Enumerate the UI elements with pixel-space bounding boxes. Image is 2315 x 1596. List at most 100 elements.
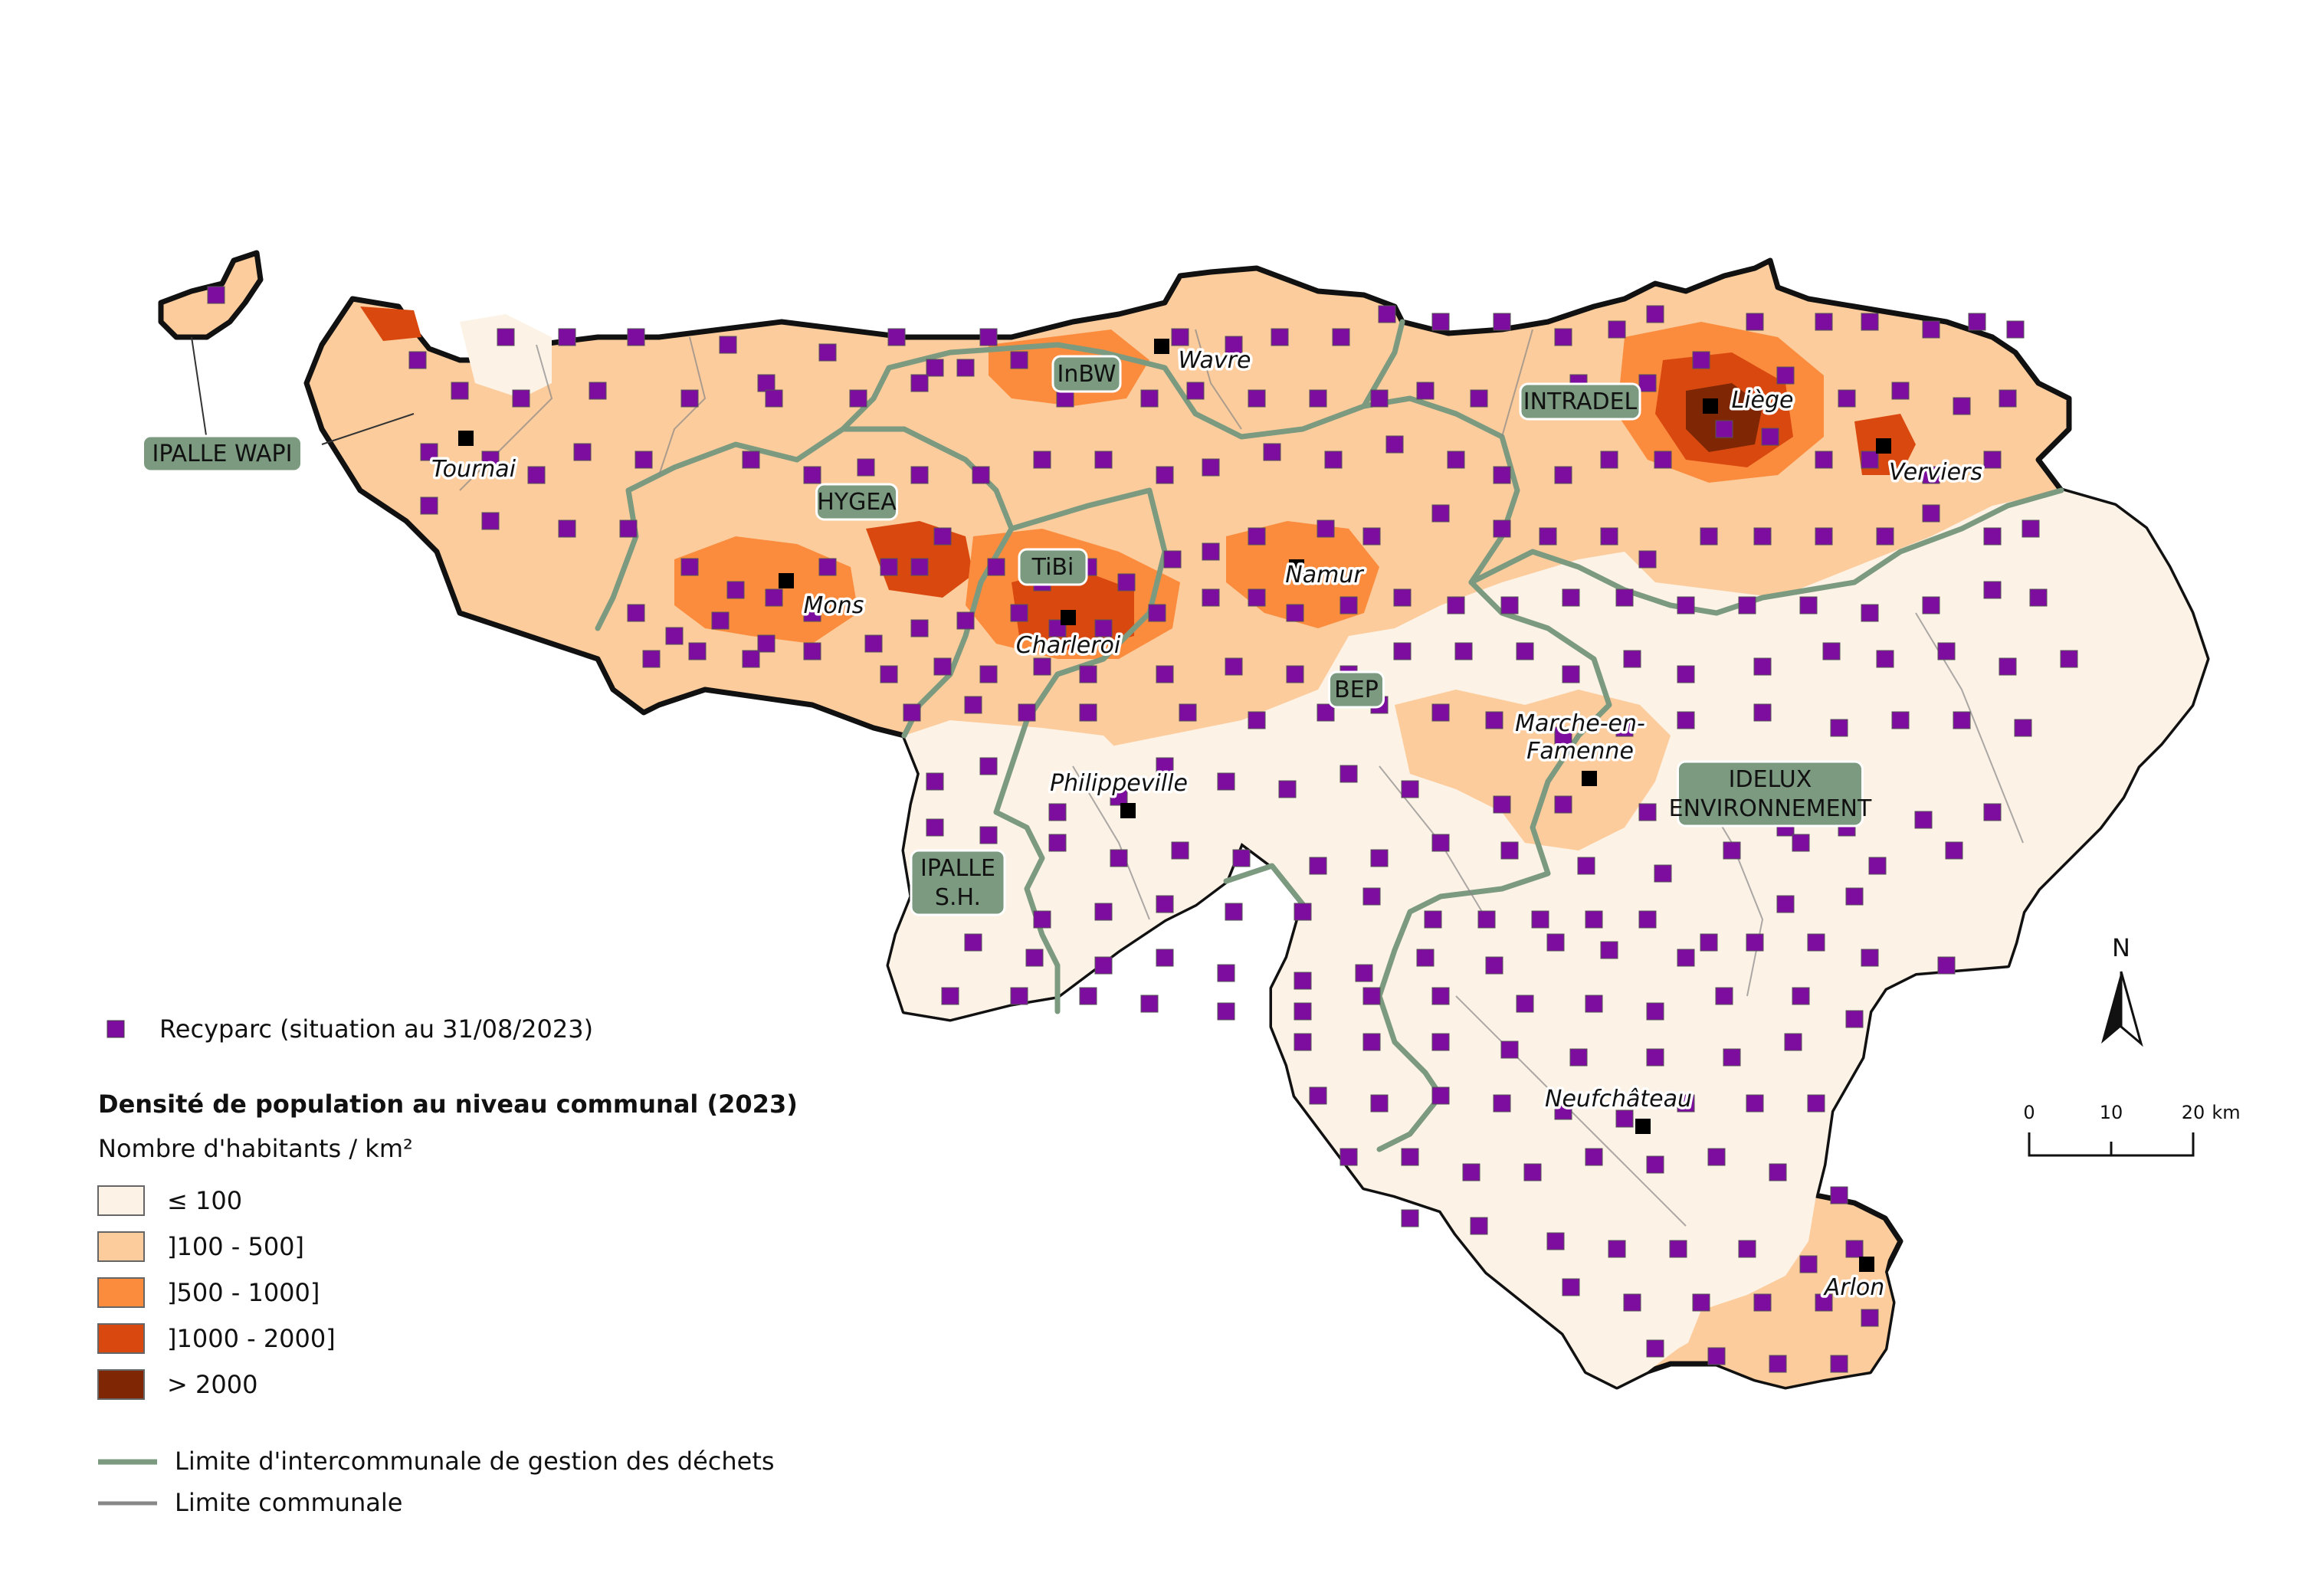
- limit-bep-idelux: [1376, 579, 1612, 1152]
- limit-wapi-hygea: [595, 441, 800, 631]
- recyparc-marker: [1278, 780, 1297, 798]
- recyparc-marker: [1355, 964, 1373, 982]
- recyparc-marker: [979, 826, 998, 844]
- recyparc-marker: [1294, 972, 1312, 990]
- recyparc-marker: [1171, 328, 1189, 346]
- recyparc-marker: [849, 389, 867, 408]
- recyparc-marker: [1094, 619, 1113, 637]
- recyparc-marker: [1248, 588, 1266, 607]
- recyparc-marker: [1600, 451, 1618, 469]
- recyparc-marker: [1562, 1278, 1580, 1296]
- recyparc-marker: [1156, 466, 1174, 484]
- recyparc-marker: [941, 987, 959, 1005]
- recyparc-marker: [1416, 949, 1435, 967]
- intercommunal-label-bg: [1018, 548, 1088, 586]
- city-marker: [458, 431, 474, 446]
- recyparc-marker: [1983, 527, 2002, 546]
- recyparc-marker: [1294, 1002, 1312, 1021]
- recyparc-marker: [1493, 466, 1511, 484]
- communal-line: [459, 344, 553, 491]
- recyparc-marker: [1332, 328, 1350, 346]
- recyparc-marker: [1945, 841, 1963, 860]
- recyparc-marker: [481, 451, 500, 469]
- recyparc-marker: [910, 619, 929, 637]
- recyparc-marker: [1815, 451, 1833, 469]
- recyparc-marker: [765, 588, 783, 607]
- intercommunal-label-bg: [910, 849, 1006, 916]
- recyparc-marker: [634, 451, 653, 469]
- recyparc-marker: [680, 389, 699, 408]
- recyparc-marker: [1362, 887, 1381, 906]
- intercommunal-label: IPALLE: [920, 855, 995, 882]
- recyparc-marker: [926, 359, 944, 377]
- recyparc-marker: [1339, 765, 1358, 783]
- recyparc-marker: [1638, 910, 1657, 929]
- recyparc-marker: [1953, 397, 1971, 415]
- recyparc-marker: [1454, 642, 1473, 660]
- recyparc-marker: [1225, 657, 1243, 676]
- legend: Recyparc (situation au 31/08/2023) Densi…: [97, 1014, 798, 1517]
- recyparc-marker: [2014, 719, 2032, 737]
- communal-line: [1501, 329, 1533, 438]
- recyparc-marker: [1385, 435, 1404, 454]
- intercommunal-label: InBW: [1057, 361, 1116, 388]
- recyparc-marker: [1615, 588, 1634, 607]
- recyparc-marker: [642, 650, 661, 668]
- limit-ipalle-sh: [993, 809, 1061, 1014]
- intercommunal-label: S.H.: [935, 884, 981, 911]
- recyparc-marker: [1861, 451, 1879, 469]
- recyparc-marker: [757, 374, 775, 392]
- scale-tick-10: 10: [2100, 1102, 2123, 1123]
- city-markers: Tournai Mons Charleroi Wavre Namur Liège Vervi…: [428, 339, 1985, 1304]
- intercommunal-label: IPALLE WAPI: [152, 441, 293, 467]
- recyparc-marker: [1431, 313, 1450, 331]
- recyparc-marker: [1554, 795, 1572, 814]
- city-label: Arlon: [1823, 1274, 1885, 1301]
- recyparc-marker: [1431, 703, 1450, 722]
- recyparc-marker: [1309, 857, 1327, 875]
- recyparc-marker: [1339, 596, 1358, 614]
- legend-class-label: ≤ 100: [167, 1186, 242, 1215]
- city-marker: [1289, 559, 1304, 575]
- recyparc-marker: [1431, 987, 1450, 1005]
- city-marker: [1635, 1119, 1651, 1134]
- recyparc-marker: [1424, 910, 1442, 929]
- recyparc-marker: [1317, 519, 1335, 538]
- recyparc-marker: [1493, 795, 1511, 814]
- recyparc-marker: [903, 703, 921, 722]
- recyparc-marker: [1646, 1155, 1664, 1174]
- recyparc-marker: [910, 374, 929, 392]
- recyparc-marker: [1156, 949, 1174, 967]
- recyparc-marker: [1401, 780, 1419, 798]
- city-label: Verviers: [1889, 459, 1982, 486]
- recyparc-marker: [1493, 519, 1511, 538]
- recyparc-marker: [1654, 451, 1672, 469]
- density-low-west: [460, 314, 552, 398]
- recyparc-marker: [1079, 665, 1097, 683]
- city-label: Marche-en-: [1515, 710, 1645, 737]
- intercommunal-label: ENVIRONNEMENT: [1669, 795, 1872, 822]
- recyparc-marker: [1861, 949, 1879, 967]
- recyparc-marker: [2060, 650, 2078, 668]
- recyparc-marker: [1922, 596, 1940, 614]
- recyparc-marker: [1746, 313, 1764, 331]
- intercommunal-label: BEP: [1334, 677, 1379, 703]
- intercommunal-label: HYGEA: [817, 489, 897, 516]
- recyparc-marker: [558, 519, 576, 538]
- recyparc-marker: [1753, 657, 1772, 676]
- recyparc-marker: [1493, 1094, 1511, 1113]
- north-arrow-letter: N: [2112, 933, 2130, 962]
- recyparc-marker: [1324, 451, 1343, 469]
- recyparc-marker: [1447, 451, 1465, 469]
- recyparc-marker: [742, 650, 760, 668]
- recyparc-marker: [1861, 313, 1879, 331]
- recyparc-marker: [956, 359, 975, 377]
- recyparc-marker: [1378, 305, 1396, 323]
- recyparc-marker: [1554, 1102, 1572, 1120]
- recyparc-marker: [1753, 527, 1772, 546]
- recyparc-marker: [1516, 642, 1534, 660]
- recyparc-marker: [1156, 895, 1174, 913]
- recyparc-marker: [1830, 1186, 1848, 1204]
- recyparc-marker: [1294, 903, 1312, 921]
- recyparc-marker: [1983, 451, 2002, 469]
